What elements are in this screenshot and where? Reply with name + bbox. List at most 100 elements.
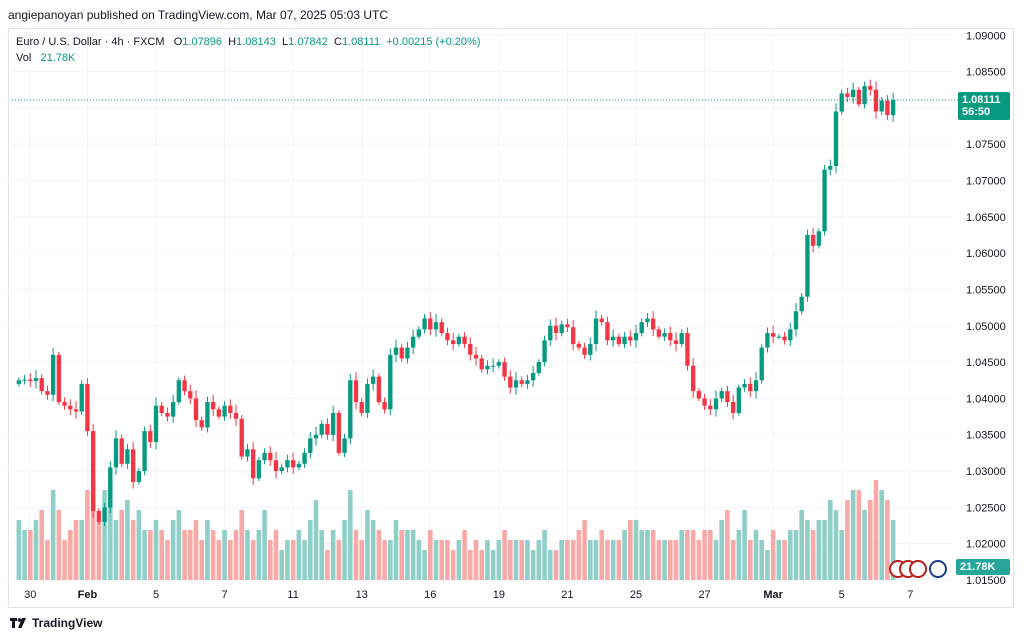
volume-bar: [159, 530, 164, 580]
volume-bar: [610, 540, 616, 580]
volume-bar: [748, 540, 753, 580]
volume-bar: [788, 530, 793, 580]
volume-bar: [393, 520, 399, 580]
volume-bar: [885, 500, 890, 580]
volume-bar: [462, 530, 467, 580]
y-tick-label: 1.03500: [966, 430, 1006, 442]
volume-bar: [136, 510, 142, 580]
volume-bar: [199, 540, 204, 580]
volume-bar: [868, 500, 873, 580]
candle-body: [725, 391, 730, 403]
y-tick-label: 1.02000: [966, 539, 1006, 551]
y-tick-label: 1.08500: [966, 67, 1006, 79]
candle-body: [828, 166, 833, 170]
y-tick-label: 1.04500: [966, 357, 1006, 369]
volume-bar: [165, 540, 170, 580]
candle-body: [382, 402, 387, 410]
volume-bar: [233, 530, 239, 580]
candle-body: [228, 405, 233, 413]
footer-brand[interactable]: TradingView: [10, 616, 102, 630]
volume-bar: [873, 480, 879, 580]
candle-body: [28, 379, 33, 381]
x-tick-label: 5: [839, 589, 845, 601]
x-tick-label: 30: [24, 589, 36, 601]
volume-bar: [256, 530, 262, 580]
candle-body: [468, 343, 473, 355]
candlestick-chart[interactable]: 1.090001.085001.080001.075001.070001.065…: [8, 28, 1014, 608]
volume-bar: [102, 490, 107, 580]
candle-body: [256, 460, 262, 479]
candle-body: [188, 391, 193, 399]
candle-body: [73, 409, 79, 412]
candle-body: [833, 111, 839, 166]
candle-body: [742, 383, 747, 388]
candle-body: [496, 362, 502, 366]
candle-body: [393, 347, 399, 355]
candle-body: [885, 100, 890, 116]
candle-body: [210, 402, 216, 410]
volume-bar: [113, 520, 119, 580]
candle-body: [205, 402, 210, 428]
candle-body: [668, 333, 673, 341]
candle-body: [159, 405, 164, 413]
volume-bar: [639, 530, 644, 580]
candle-body: [536, 362, 542, 373]
candle-body: [513, 380, 519, 388]
candle-body: [142, 431, 147, 472]
volume-bar: [599, 530, 604, 580]
volume-bar: [496, 540, 502, 580]
volume-bar: [410, 530, 416, 580]
volume-bar: [108, 480, 113, 580]
volume-bar: [770, 530, 776, 580]
volume-bar: [262, 510, 267, 580]
volume-bar: [736, 530, 742, 580]
x-tick-label: Feb: [78, 589, 98, 601]
published-line: angiepanoyan published on TradingView.co…: [8, 8, 389, 22]
candle-body: [56, 354, 62, 403]
candle-body: [136, 471, 142, 482]
candle-body: [508, 376, 513, 388]
candle-body: [805, 235, 810, 297]
candle-body: [119, 438, 124, 464]
volume-bar: [605, 540, 610, 580]
x-tick-label: Mar: [763, 589, 783, 601]
volume-bar: [96, 520, 102, 580]
candle-body: [845, 93, 850, 97]
candle-body: [108, 467, 113, 508]
volume-bar: [742, 510, 747, 580]
legend-row-ohlc: Euro / U.S. Dollar · 4h · FXCM O1.07896 …: [16, 35, 480, 50]
volume-bar: [645, 530, 650, 580]
volume-bar: [45, 540, 50, 580]
candle-body: [628, 336, 633, 341]
volume-bar: [62, 540, 67, 580]
chart-frame: [8, 28, 1014, 608]
candle-body: [850, 89, 856, 97]
volume-bar: [725, 510, 730, 580]
volume-bar: [319, 530, 324, 580]
volume-bar: [593, 540, 599, 580]
volume-bar: [890, 520, 896, 580]
volume-bar: [153, 520, 159, 580]
volume-bar: [713, 540, 719, 580]
volume-bar: [28, 530, 33, 580]
candle-body: [822, 169, 827, 232]
candle-body: [730, 402, 736, 413]
candle-body: [765, 333, 770, 348]
volume-bar: [582, 520, 587, 580]
candle-body: [570, 327, 576, 344]
candle-body: [519, 380, 524, 384]
candle-body: [239, 418, 244, 457]
x-tick-label: 5: [153, 589, 159, 601]
volume-bar: [679, 530, 684, 580]
volume-bar: [73, 520, 79, 580]
volume-bar: [753, 530, 759, 580]
volume-bar: [290, 540, 296, 580]
candle-body: [22, 379, 27, 381]
candle-body: [879, 100, 884, 112]
candle-body: [868, 86, 873, 90]
legend-low: 1.07842: [288, 36, 328, 48]
volume-bar: [816, 520, 822, 580]
volume-bar: [673, 540, 679, 580]
volume-bar: [570, 540, 576, 580]
volume-bar: [565, 540, 570, 580]
